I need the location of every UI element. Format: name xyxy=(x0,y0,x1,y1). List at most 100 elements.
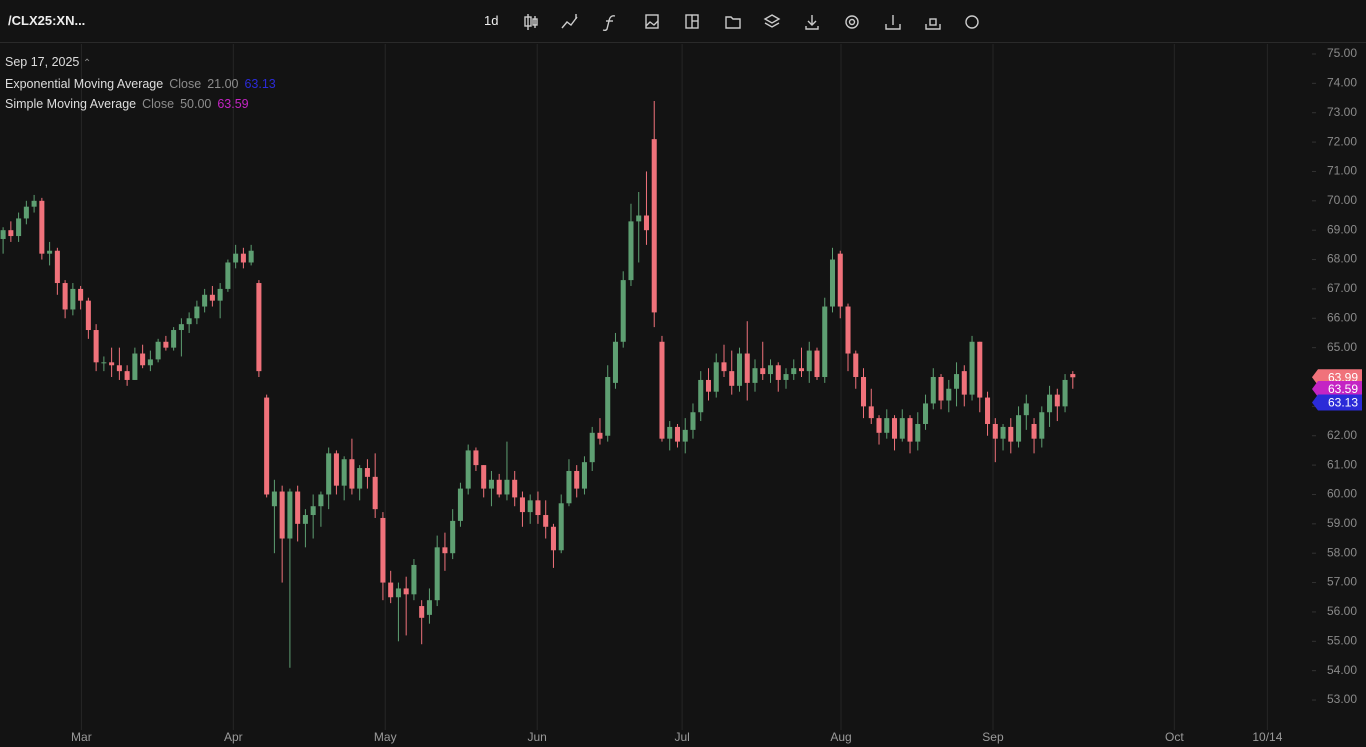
date: Sep 17, 2025 xyxy=(5,55,80,69)
image-icon[interactable] xyxy=(645,14,659,29)
x-tick-label: Jul xyxy=(674,730,689,744)
y-tick-label: 62.00 xyxy=(1327,428,1357,442)
toolbar-icons xyxy=(524,14,979,32)
candle-body xyxy=(884,418,890,433)
legend-item: Exponential Moving Average Close 21.00 63.1… xyxy=(5,74,276,94)
y-tick-label: 74.00 xyxy=(1327,76,1357,90)
candle-body xyxy=(923,403,929,424)
candle-body xyxy=(202,294,208,307)
candle-body xyxy=(217,288,223,301)
y-tick-label: 72.00 xyxy=(1327,134,1357,148)
x-tick-label: Apr xyxy=(224,730,243,744)
candle-body xyxy=(853,353,859,378)
layout-icon[interactable] xyxy=(685,14,699,29)
candle-body xyxy=(171,330,177,348)
candle-body xyxy=(1008,426,1014,442)
candle-body xyxy=(659,341,665,439)
candle-body xyxy=(380,517,386,583)
order-buy-icon[interactable] xyxy=(885,15,901,30)
candle-body xyxy=(961,371,967,395)
candle-body xyxy=(31,200,37,207)
candle-body xyxy=(233,253,239,263)
candle-body xyxy=(395,588,401,598)
candle-body xyxy=(705,379,712,392)
candle-body xyxy=(954,374,960,389)
candle-body xyxy=(915,423,921,442)
x-tick-label: 10/14 xyxy=(1252,730,1282,744)
legend-date: Sep 17, 2025 ⌃ xyxy=(5,55,92,69)
refresh-icon[interactable] xyxy=(965,15,979,29)
price-tag-label: 63.99 xyxy=(1328,370,1358,384)
x-tick-label: Oct xyxy=(1165,730,1184,744)
candle-body xyxy=(791,368,797,375)
candle-body xyxy=(0,230,6,239)
candle-body xyxy=(101,362,107,364)
candle-body xyxy=(713,362,719,392)
candle-body xyxy=(550,526,556,551)
candle-body xyxy=(829,259,836,307)
indicator-icon[interactable] xyxy=(561,14,578,29)
candle-body xyxy=(938,377,944,401)
folder-icon[interactable] xyxy=(725,16,741,29)
candle-body xyxy=(744,353,750,383)
candle-body xyxy=(333,453,339,486)
symbol[interactable]: /CLX25:XN... xyxy=(8,13,86,28)
settings-icon[interactable] xyxy=(845,15,859,29)
layers-icon[interactable] xyxy=(763,14,781,28)
candle-body xyxy=(682,429,688,442)
candle-body xyxy=(946,388,952,401)
candle-body xyxy=(341,459,347,486)
candle-body xyxy=(822,306,828,378)
candle-body xyxy=(310,506,316,516)
candle-body xyxy=(558,503,564,551)
candle-body xyxy=(78,288,84,301)
y-tick-label: 56.00 xyxy=(1327,604,1357,618)
candle-body xyxy=(287,491,293,539)
legend-name: Simple Moving Average xyxy=(5,97,137,111)
interval-button[interactable]: 1d xyxy=(484,13,499,28)
candle-body xyxy=(1000,426,1006,439)
order-sell-icon[interactable] xyxy=(925,18,941,30)
candle-icon[interactable] xyxy=(524,14,538,30)
candle-body xyxy=(736,353,743,386)
candle-body xyxy=(70,288,76,310)
legend-value: 63.13 xyxy=(244,77,276,91)
candle-body xyxy=(240,253,246,263)
candle-body xyxy=(527,500,533,513)
candle-body xyxy=(155,341,161,360)
candle-body xyxy=(868,406,874,419)
candle-body xyxy=(496,479,502,495)
candle-body xyxy=(512,479,518,498)
function-icon[interactable] xyxy=(602,15,616,32)
legend-name: Exponential Moving Average xyxy=(5,77,164,91)
candle-body xyxy=(264,397,270,495)
candle-body xyxy=(907,418,913,442)
price-tag xyxy=(1312,381,1362,398)
download-icon[interactable] xyxy=(805,15,819,30)
candle-body xyxy=(690,412,696,430)
candle-body xyxy=(612,341,618,383)
candle-body xyxy=(442,547,448,554)
y-tick-label: 67.00 xyxy=(1327,281,1357,295)
candle-body xyxy=(419,606,425,618)
candle-body xyxy=(1047,394,1053,413)
candle-body xyxy=(1054,394,1060,407)
x-tick-label: Mar xyxy=(71,730,92,744)
candle-body xyxy=(465,450,471,489)
candle-body xyxy=(457,488,463,521)
price-tag-label: 63.59 xyxy=(1328,382,1358,396)
candle-body xyxy=(628,221,634,281)
candle-body xyxy=(892,418,898,439)
candle-body xyxy=(85,300,91,331)
y-tick-label: 55.00 xyxy=(1327,633,1357,647)
candle-body xyxy=(760,368,766,375)
y-tick-label: 69.00 xyxy=(1327,222,1357,236)
y-tick-label: 57.00 xyxy=(1327,575,1357,589)
candle-body xyxy=(783,374,789,380)
y-tick-label: 61.00 xyxy=(1327,457,1357,471)
y-tick-label: 75.00 xyxy=(1327,46,1357,60)
candle-body xyxy=(411,564,417,595)
legend-value: 63.59 xyxy=(217,97,249,111)
candle-body xyxy=(643,215,649,231)
